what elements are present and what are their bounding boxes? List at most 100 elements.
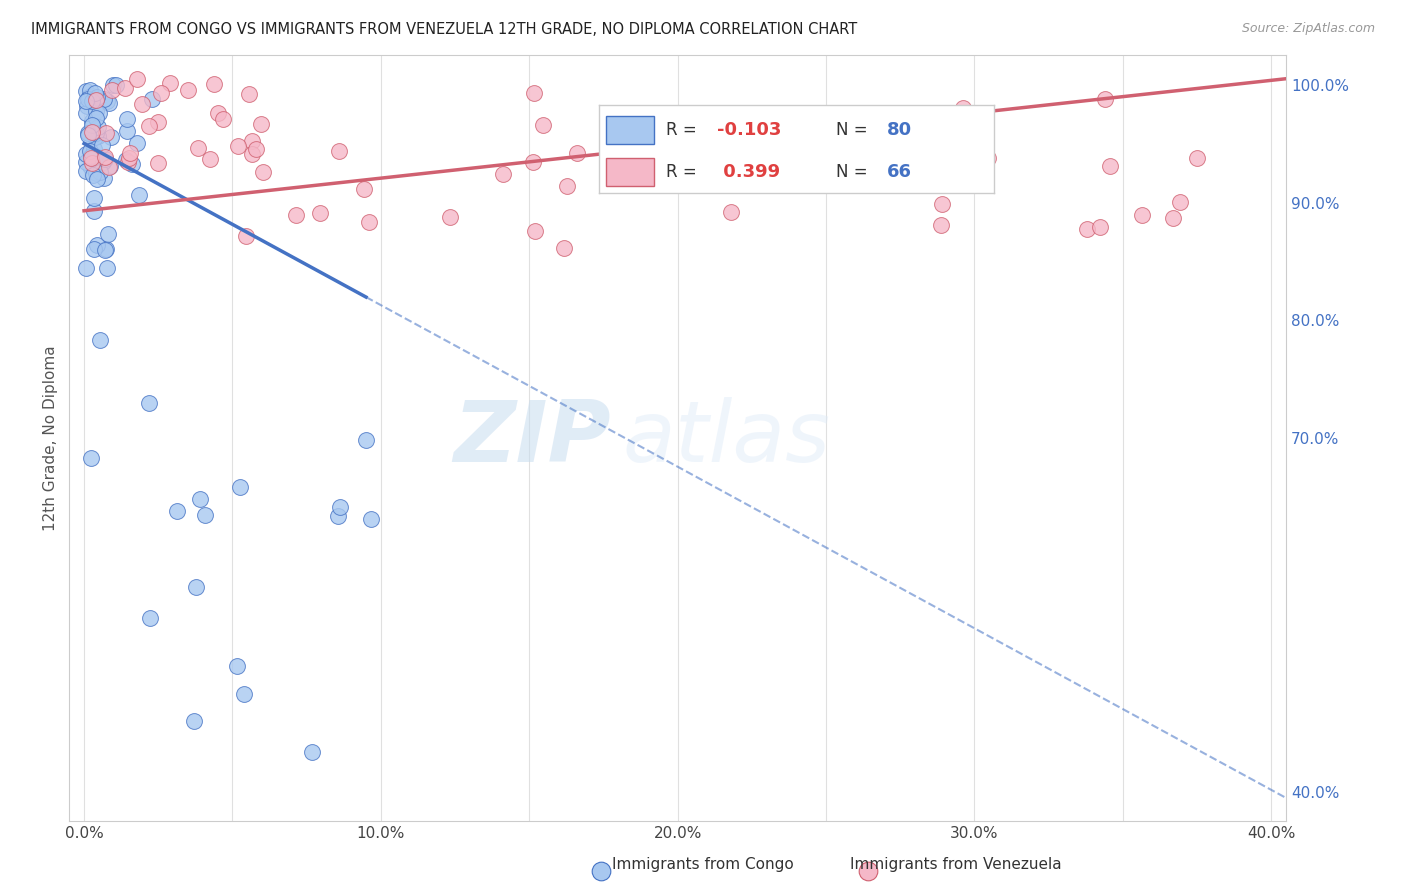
Point <box>86 89 108 103</box>
Point <box>360 512 382 526</box>
Point <box>439 211 461 225</box>
Point <box>600 141 623 155</box>
Point <box>1094 92 1116 106</box>
Point <box>83 142 105 156</box>
Point <box>1099 160 1122 174</box>
Point <box>141 92 163 106</box>
Point <box>83 149 105 163</box>
Point <box>97 227 120 242</box>
Point <box>1161 211 1184 226</box>
Point <box>118 152 141 166</box>
Point <box>492 167 515 181</box>
Point <box>77 126 100 140</box>
Point <box>127 71 149 86</box>
Point <box>207 106 229 120</box>
Point <box>120 145 142 160</box>
Point <box>308 206 330 220</box>
Point <box>952 101 974 115</box>
Point <box>98 160 121 174</box>
Point <box>931 197 953 211</box>
Point <box>79 159 101 173</box>
Point <box>82 94 104 108</box>
Point <box>105 78 128 92</box>
Point <box>115 124 138 138</box>
Point <box>93 92 115 106</box>
Point <box>138 119 160 133</box>
Point <box>557 178 579 193</box>
Point <box>115 112 138 126</box>
Point <box>553 241 575 255</box>
Point <box>76 128 98 143</box>
Point <box>75 84 97 98</box>
Point <box>523 87 546 101</box>
Point <box>754 115 776 129</box>
Point <box>186 580 208 594</box>
Text: IMMIGRANTS FROM CONGO VS IMMIGRANTS FROM VENEZUELA 12TH GRADE, NO DIPLOMA CORREL: IMMIGRANTS FROM CONGO VS IMMIGRANTS FROM… <box>31 22 858 37</box>
Point <box>976 151 998 165</box>
Point <box>96 126 118 140</box>
Text: Source: ZipAtlas.com: Source: ZipAtlas.com <box>1241 22 1375 36</box>
Point <box>94 243 117 257</box>
Point <box>86 104 108 119</box>
Point <box>100 83 122 97</box>
Point <box>1088 220 1111 235</box>
Point <box>101 78 124 92</box>
Point <box>238 87 260 102</box>
Point <box>75 106 97 120</box>
Point <box>591 864 613 879</box>
Point <box>77 92 100 106</box>
Point <box>87 120 110 134</box>
Point <box>83 203 105 218</box>
Point <box>83 100 105 114</box>
Point <box>565 146 588 161</box>
Point <box>1168 194 1191 209</box>
Point <box>353 182 375 196</box>
Point <box>523 224 546 238</box>
Point <box>328 144 350 158</box>
Point <box>80 151 103 165</box>
Point <box>183 714 205 728</box>
Point <box>97 95 120 110</box>
Point <box>86 238 108 252</box>
Point <box>758 127 780 141</box>
Text: ZIP: ZIP <box>453 397 610 480</box>
Point <box>75 261 97 276</box>
Point <box>522 154 544 169</box>
Text: Immigrants from Venezuela: Immigrants from Venezuela <box>851 857 1062 872</box>
Point <box>194 508 217 522</box>
Text: atlas: atlas <box>623 397 831 480</box>
Point <box>96 95 118 109</box>
Point <box>226 659 249 673</box>
Point <box>84 93 107 107</box>
Point <box>75 146 97 161</box>
Point <box>127 136 149 150</box>
Point <box>91 155 114 169</box>
Point <box>83 127 105 141</box>
Point <box>235 229 257 244</box>
Point <box>100 130 122 145</box>
Point <box>82 89 104 103</box>
Point <box>80 149 103 163</box>
Point <box>87 129 110 144</box>
Point <box>159 76 181 90</box>
Point <box>929 219 952 233</box>
Point <box>84 86 107 100</box>
Point <box>82 156 104 170</box>
Point <box>89 165 111 179</box>
Point <box>212 112 235 127</box>
Point <box>94 152 117 166</box>
Point <box>198 152 221 166</box>
Point <box>82 118 104 132</box>
Point <box>796 143 818 157</box>
Point <box>115 153 138 168</box>
Point <box>146 115 169 129</box>
Point <box>150 87 173 101</box>
Point <box>121 157 143 171</box>
Point <box>139 611 162 625</box>
Point <box>89 106 111 120</box>
Point <box>232 687 254 701</box>
Point <box>720 205 742 219</box>
Point <box>285 208 308 222</box>
Point <box>249 117 271 131</box>
Point <box>727 177 749 191</box>
